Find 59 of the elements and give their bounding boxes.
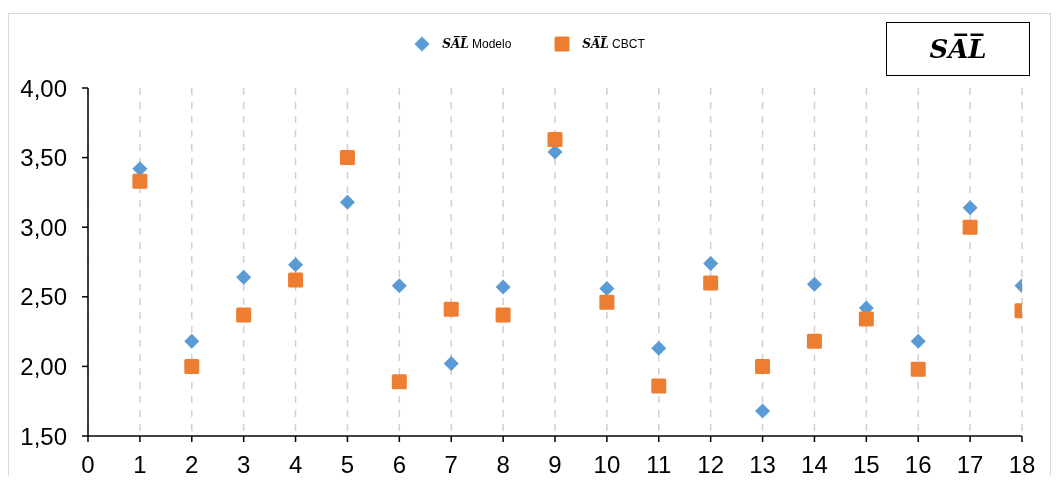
point xyxy=(703,275,719,291)
y-tick-label: 3,00 xyxy=(20,213,67,241)
x-tick-label: 8 xyxy=(496,451,510,479)
point xyxy=(858,311,874,327)
point xyxy=(651,340,667,356)
point xyxy=(236,269,252,285)
point xyxy=(391,278,407,294)
x-tick-label: 11 xyxy=(646,451,672,479)
x-tick-label: 4 xyxy=(288,451,303,479)
x-tick-label: 12 xyxy=(697,451,725,479)
x-tick-label: 13 xyxy=(749,451,776,479)
y-tick-label: 1,50 xyxy=(20,422,67,450)
point xyxy=(184,358,200,374)
x-tick-label: 0 xyxy=(81,451,95,479)
point xyxy=(443,356,459,372)
legend-label: SA̅L̅ CBCT xyxy=(582,37,645,51)
y-tick-label: 2,00 xyxy=(20,352,67,380)
point xyxy=(443,301,459,317)
point xyxy=(599,294,615,310)
point xyxy=(806,276,822,292)
x-tick-label: 3 xyxy=(236,451,251,479)
point xyxy=(184,333,200,349)
point xyxy=(703,255,719,271)
x-tick-label: 18 xyxy=(1008,451,1036,479)
point xyxy=(495,307,511,323)
point xyxy=(599,280,615,296)
point xyxy=(288,272,304,288)
x-tick-label: 2 xyxy=(185,451,199,479)
point xyxy=(651,378,667,394)
x-tick-label: 9 xyxy=(548,451,562,479)
x-tick-label: 15 xyxy=(852,451,880,479)
point xyxy=(391,374,407,390)
point xyxy=(910,333,926,349)
chart-title: SA̅L̅ xyxy=(929,34,987,64)
point xyxy=(755,403,771,419)
point xyxy=(547,132,563,147)
y-tick-label: 2,50 xyxy=(20,283,67,311)
y-tick-label: 3,50 xyxy=(20,144,67,172)
x-tick-label: 6 xyxy=(392,451,407,479)
legend-label: SA̅L̅ Modelo xyxy=(442,37,512,51)
point xyxy=(339,150,355,166)
point xyxy=(495,279,511,295)
point xyxy=(962,200,978,216)
y-tick-label: 4,00 xyxy=(20,74,67,102)
point xyxy=(806,333,822,349)
point xyxy=(236,307,252,323)
x-tick-label: 1 xyxy=(133,451,147,479)
x-tick-label: 17 xyxy=(956,451,984,479)
point xyxy=(132,173,148,189)
point xyxy=(910,361,926,377)
point xyxy=(962,219,978,235)
point xyxy=(339,194,355,210)
x-tick-label: 10 xyxy=(593,451,621,479)
x-tick-label: 7 xyxy=(444,451,458,479)
point xyxy=(288,257,304,273)
point xyxy=(755,358,771,374)
x-tick-label: 5 xyxy=(340,451,355,479)
x-tick-label: 16 xyxy=(904,451,932,479)
x-tick-label: 14 xyxy=(801,451,828,479)
